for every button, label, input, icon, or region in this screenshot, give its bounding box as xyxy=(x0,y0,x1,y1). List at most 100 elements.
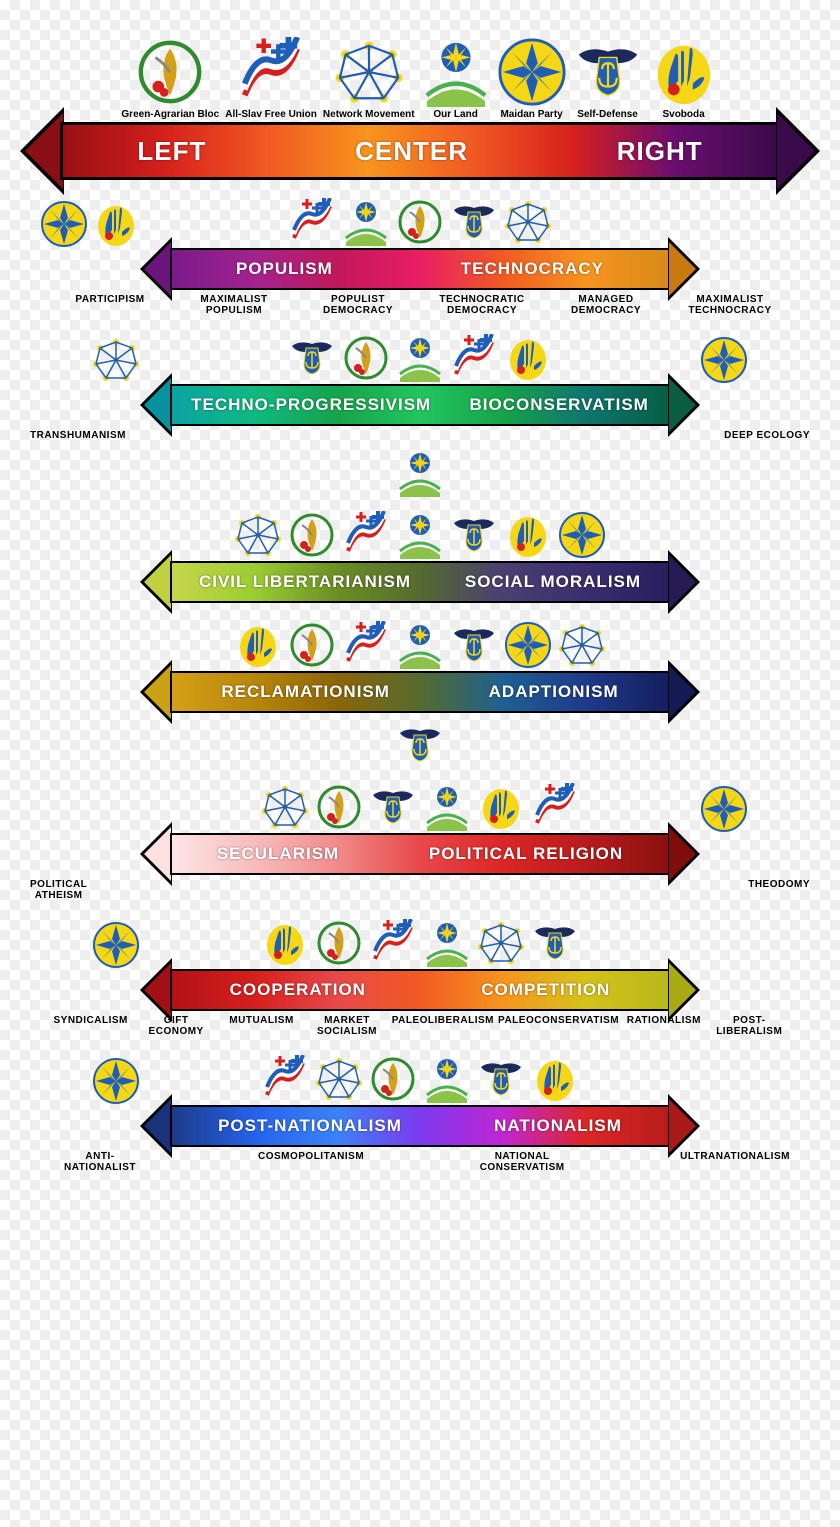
axis-under-labels: ANTI-NATIONALISTCOSMOPOLITANISMNATIONAL … xyxy=(0,1151,840,1173)
party-allslav xyxy=(369,919,417,967)
party-icon-allslav xyxy=(288,198,336,246)
party-ourland xyxy=(396,511,444,559)
party-maidan xyxy=(40,200,88,248)
party-maidan xyxy=(504,621,552,669)
party-icon-green xyxy=(135,37,205,107)
arrow-head-left xyxy=(140,550,172,614)
party-network xyxy=(477,919,525,967)
under-label: MUTUALISM xyxy=(221,1015,302,1037)
party-network xyxy=(315,1055,363,1103)
party-maidan xyxy=(700,336,748,384)
party-icon-svoboda xyxy=(92,200,140,248)
axis-label: COOPERATION xyxy=(230,980,366,1000)
under-label: THEODOMY xyxy=(748,879,810,901)
party-icon-network xyxy=(315,1055,363,1103)
party-allslav xyxy=(342,511,390,559)
party-green xyxy=(288,511,336,559)
under-label: MAXIMALIST POPULISM xyxy=(174,294,294,316)
party-icon-ourland xyxy=(396,449,444,497)
party-icon-maidan xyxy=(558,511,606,559)
axis-arrow-nat: POST-NATIONALISM NATIONALISM xyxy=(140,1105,700,1147)
party-icon-network xyxy=(261,783,309,831)
party-icon-svoboda xyxy=(531,1055,579,1103)
under-label: MANAGED DEMOCRACY xyxy=(546,294,666,316)
party-icon-maidan xyxy=(92,921,140,969)
party-icon-ourland xyxy=(342,198,390,246)
party-ourland xyxy=(342,198,390,246)
party-icon-selfdef xyxy=(288,334,336,382)
party-green xyxy=(315,919,363,967)
party-icon-network xyxy=(234,511,282,559)
party-label: Our Land xyxy=(433,109,477,120)
party-network xyxy=(261,783,309,831)
party-svoboda xyxy=(531,1055,579,1103)
arrow-head-left xyxy=(140,958,172,1022)
under-label: SYNDICALISM xyxy=(50,1015,131,1037)
axis-label: ADAPTIONISM xyxy=(489,682,619,702)
arrow-head-right xyxy=(776,107,820,195)
under-label: TRANSHUMANISM xyxy=(30,430,126,441)
party-allslav xyxy=(531,783,579,831)
party-icon-green xyxy=(342,334,390,382)
party-icon-allslav xyxy=(342,621,390,669)
party-svoboda xyxy=(234,621,282,669)
under-label: MARKET SOCIALISM xyxy=(306,1015,387,1037)
arrow-bar: POST-NATIONALISM NATIONALISM xyxy=(170,1105,670,1147)
party-icon-svoboda xyxy=(504,334,552,382)
party-maidan: Maidan Party xyxy=(497,37,567,120)
axis-label: SOCIAL MORALISM xyxy=(465,572,641,592)
arrow-bar: CIVIL LIBERTARIANISMSOCIAL MORALISM xyxy=(170,561,670,603)
axis-under-labels: POLITICALATHEISM THEODOMY xyxy=(0,879,840,901)
party-icon-allslav xyxy=(450,334,498,382)
party-selfdef xyxy=(531,919,579,967)
axis-label: NATIONALISM xyxy=(494,1116,622,1136)
party-selfdef xyxy=(450,621,498,669)
party-ourland xyxy=(396,334,444,382)
party-svoboda xyxy=(261,919,309,967)
party-icon-maidan xyxy=(700,785,748,833)
party-icon-maidan xyxy=(92,1057,140,1105)
party-selfdef xyxy=(450,511,498,559)
party-icon-selfdef xyxy=(450,621,498,669)
party-icon-allslav xyxy=(531,783,579,831)
party-icon-selfdef xyxy=(369,783,417,831)
axis-nat: POST-NATIONALISM NATIONALISM ANTI-NATIONA… xyxy=(0,1043,840,1173)
arrow-head-left xyxy=(140,1094,172,1158)
under-label: POPULIST DEMOCRACY xyxy=(298,294,418,316)
axis-under-labels: PARTICIPISMMAXIMALIST POPULISMPOPULIST D… xyxy=(0,294,840,316)
party-label: Svoboda xyxy=(662,109,704,120)
party-green: Green-Agrarian Bloc xyxy=(121,37,219,120)
party-green xyxy=(396,198,444,246)
axis-label: BIOCONSERVATISM xyxy=(469,395,648,415)
axis-label: LEFT xyxy=(137,136,206,167)
under-label: PALEOLIBERALISM xyxy=(392,1015,494,1037)
party-icon-selfdef xyxy=(531,919,579,967)
party-svoboda xyxy=(504,334,552,382)
party-icon-ourland xyxy=(396,621,444,669)
party-svoboda xyxy=(477,783,525,831)
under-label: POST-LIBERALISM xyxy=(709,1015,790,1037)
arrow-head-right xyxy=(668,550,700,614)
axis-pop: POPULISMTECHNOCRACY PARTICIPISMMAXIMALIS… xyxy=(0,186,840,316)
party-icon-green xyxy=(369,1055,417,1103)
party-allslav: All-Slav Free Union xyxy=(225,37,317,120)
party-selfdef xyxy=(396,721,444,769)
party-label: All-Slav Free Union xyxy=(225,109,317,120)
party-green xyxy=(288,621,336,669)
arrow-head-left xyxy=(20,107,64,195)
axis-label: POST-NATIONALISM xyxy=(218,1116,402,1136)
arrow-head-right xyxy=(668,237,700,301)
party-icon-svoboda xyxy=(504,511,552,559)
party-selfdef: Self-Defense xyxy=(573,37,643,120)
arrow-head-right xyxy=(668,822,700,886)
party-icon-svoboda xyxy=(261,919,309,967)
arrow-head-right xyxy=(668,660,700,724)
party-label: Self-Defense xyxy=(577,109,638,120)
party-icon-ourland xyxy=(421,37,491,107)
party-selfdef xyxy=(369,783,417,831)
under-label xyxy=(576,1151,676,1173)
party-icon-selfdef xyxy=(396,721,444,769)
party-icon-green xyxy=(315,783,363,831)
party-ourland: Our Land xyxy=(421,37,491,120)
arrow-head-right xyxy=(668,1094,700,1158)
